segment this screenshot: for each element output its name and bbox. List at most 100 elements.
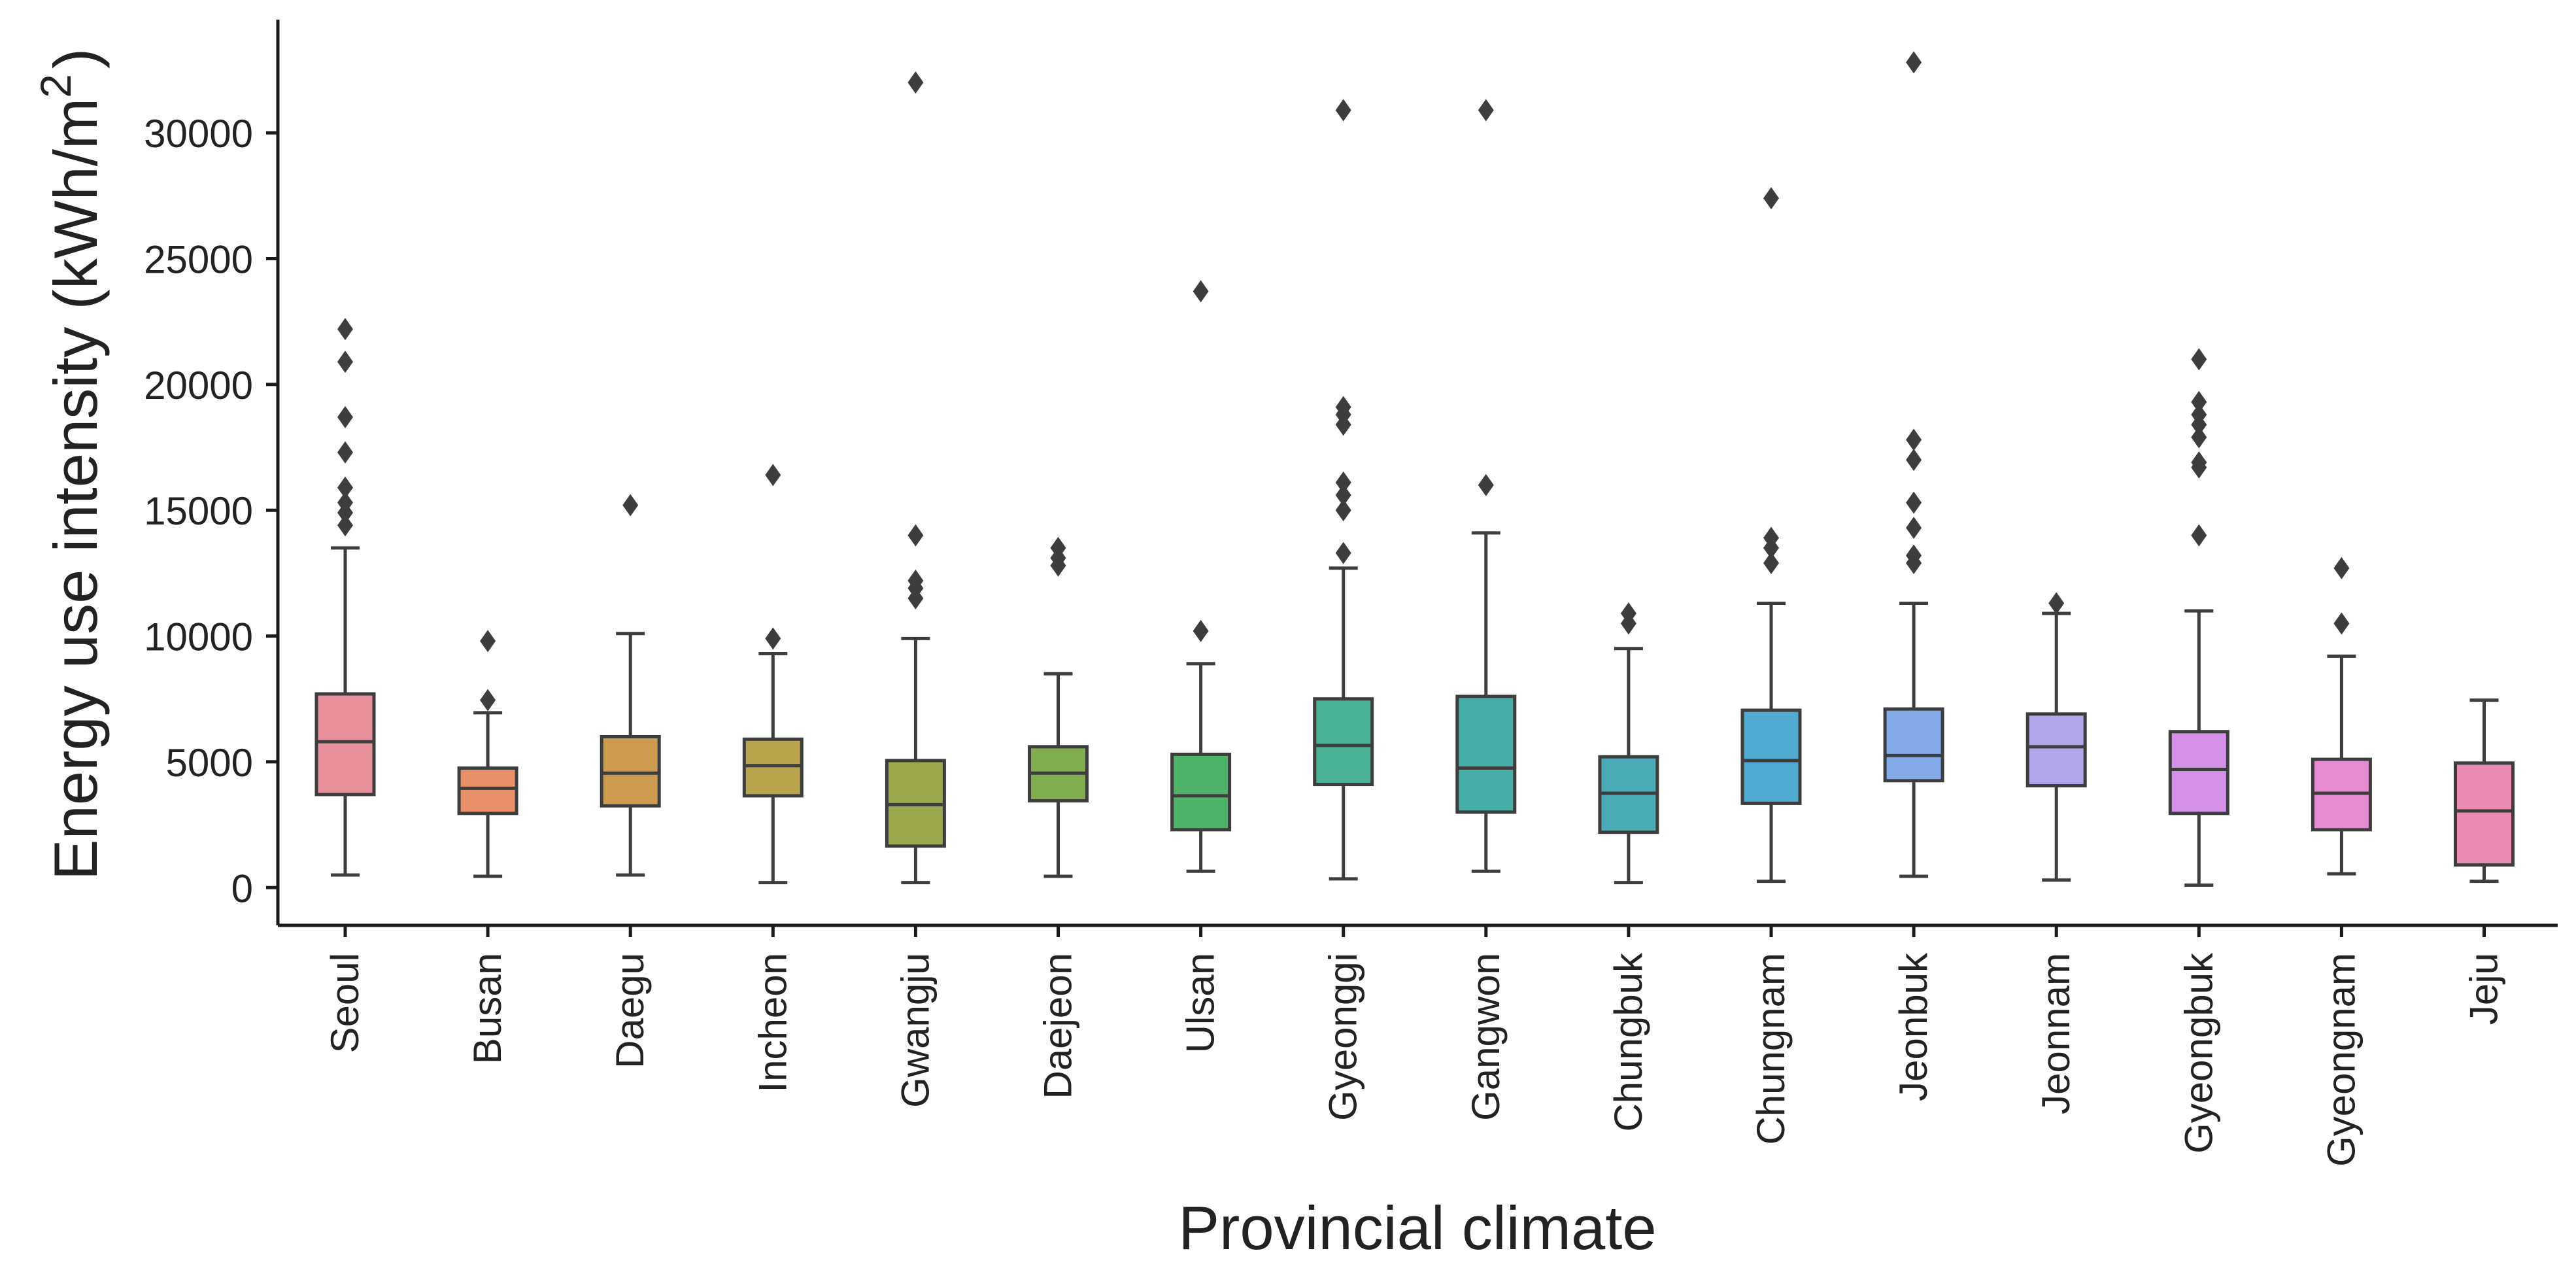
box-jeonbuk: [1883, 51, 1944, 878]
iqr-box: [1455, 695, 1517, 814]
outlier-point: [1906, 51, 1922, 74]
x-tick-label: Gyeongbuk: [2177, 952, 2220, 1154]
outlier-point: [2333, 557, 2350, 579]
x-tick-label: Jeonnam: [2034, 953, 2078, 1114]
boxes-layer: [314, 51, 2515, 887]
x-tick-label: Daejeon: [1036, 953, 1080, 1099]
outlier-point: [2048, 592, 2065, 615]
box-seoul: [314, 318, 376, 877]
iqr-box: [600, 734, 661, 808]
outlier-point: [1050, 536, 1066, 559]
iqr-box: [2025, 712, 2087, 787]
outlier-point: [1478, 473, 1494, 496]
outlier-point: [1906, 491, 1922, 514]
box-jeju: [2454, 698, 2515, 884]
x-tick-label: Gangwon: [1464, 953, 1508, 1121]
outlier-point: [480, 630, 496, 653]
outlier-point: [1335, 471, 1351, 494]
outlier-point: [1193, 619, 1209, 642]
outlier-point: [337, 351, 353, 373]
outlier-point: [2191, 524, 2207, 547]
outlier-point: [1620, 602, 1636, 625]
box-daegu: [600, 494, 661, 877]
x-tick-label: Chungbuk: [1606, 952, 1650, 1132]
y-tick-label: 0: [231, 867, 253, 910]
outlier-point: [622, 494, 639, 517]
outlier-point: [2191, 390, 2207, 413]
y-tick-label: 15000: [144, 489, 253, 533]
y-tick-label: 30000: [144, 112, 253, 156]
outlier-point: [1335, 99, 1351, 122]
outlier-point: [907, 524, 924, 547]
x-axis-title: Provincial climate: [1178, 1193, 1656, 1262]
x-tick-label: Jeonbuk: [1891, 952, 1935, 1101]
outlier-point: [480, 689, 496, 712]
iqr-box: [1313, 697, 1374, 787]
y-tick-label: 25000: [144, 237, 253, 281]
x-tick-label: Gyeonggi: [1321, 953, 1365, 1121]
outlier-point: [2191, 348, 2207, 371]
outlier-point: [2191, 426, 2207, 449]
iqr-box: [1740, 708, 1802, 805]
outlier-point: [1763, 552, 1779, 574]
outlier-point: [765, 464, 781, 487]
x-tick-label: Daegu: [608, 953, 652, 1069]
box-gyeongbuk: [2168, 348, 2229, 887]
outlier-point: [337, 476, 353, 499]
outlier-point: [1906, 428, 1922, 451]
box-gwangju: [885, 71, 946, 885]
box-gyeonggi: [1313, 99, 1374, 881]
outlier-point: [337, 318, 353, 341]
box-daejeon: [1028, 536, 1089, 878]
box-busan: [457, 630, 518, 878]
outlier-point: [1906, 517, 1922, 540]
outlier-point: [1335, 499, 1351, 522]
iqr-box: [742, 737, 804, 798]
x-tick-label: Ulsan: [1179, 953, 1223, 1053]
y-axis-title-superscript: 2: [31, 74, 80, 98]
y-axis-title: Energy use intensity (kWh/m2): [31, 48, 110, 880]
outlier-point: [2333, 612, 2350, 635]
labels-layer: Provincial climate Energy use intensity …: [31, 48, 1657, 1262]
outlier-point: [1906, 544, 1922, 567]
outlier-point: [337, 405, 353, 428]
outlier-point: [1335, 484, 1351, 507]
box-chungbuk: [1598, 602, 1659, 885]
x-tick-label: Incheon: [751, 953, 794, 1093]
x-tick-label: Busan: [466, 953, 509, 1064]
outlier-point: [1478, 99, 1494, 122]
outlier-point: [1193, 280, 1209, 303]
x-tick-label: Gyeongnam: [2319, 953, 2363, 1167]
iqr-box: [457, 766, 518, 815]
x-tick-label: Gwangju: [893, 953, 937, 1108]
iqr-box: [2168, 730, 2229, 815]
outlier-point: [2191, 451, 2207, 474]
outlier-point: [765, 627, 781, 650]
outlier-point: [907, 569, 924, 592]
outlier-point: [1906, 449, 1922, 472]
outlier-point: [1335, 396, 1351, 419]
outlier-point: [2191, 403, 2207, 426]
box-incheon: [742, 464, 804, 885]
box-chungnam: [1740, 187, 1802, 884]
box-gyeongnam: [2311, 557, 2372, 876]
axes-layer: 0 5000 10000 15000 20000 25000 30000 Seoul Busan…: [144, 20, 2558, 1167]
y-axis-title-close: ): [41, 48, 110, 69]
outlier-point: [337, 441, 353, 464]
box-ulsan: [1170, 280, 1232, 873]
y-tick-label: 5000: [166, 741, 253, 785]
iqr-box: [2454, 761, 2515, 867]
iqr-box: [314, 692, 376, 797]
box-jeonnam: [2025, 592, 2087, 882]
outlier-point: [1763, 187, 1779, 210]
y-axis-title-main: Energy use intensity (kWh/m: [41, 98, 110, 880]
x-tick-label: Jeju: [2462, 953, 2506, 1025]
outlier-point: [337, 491, 353, 514]
outlier-point: [1335, 541, 1351, 564]
outlier-point: [1763, 526, 1779, 549]
iqr-box: [1170, 752, 1232, 832]
outlier-point: [337, 514, 353, 537]
iqr-box: [1883, 707, 1944, 783]
